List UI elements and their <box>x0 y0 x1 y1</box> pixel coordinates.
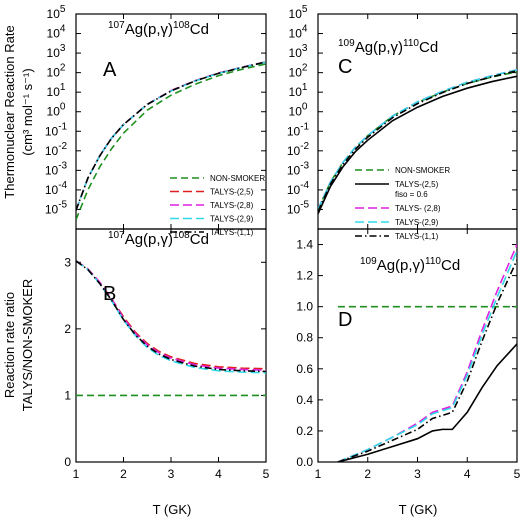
ylabel-ratio-line1: Reaction rate ratio <box>2 292 17 398</box>
y-tick-label: 1.4 <box>296 238 313 252</box>
x-tick-label: 2 <box>120 467 127 481</box>
panel-d: 1 2 3 4 5 0.0 0.2 0.4 0.6 0.8 1.0 1.2 1.4 109Ag(p,γ)1… <box>296 228 521 481</box>
series-line-talys-1-1- <box>337 259 517 462</box>
panel-title: 109Ag(p,γ)110Cd <box>360 256 460 274</box>
y-tick-label: 105 <box>47 4 66 21</box>
legend-label: TALYS-(1,1) <box>395 232 439 241</box>
panel-title: 107Ag(p,γ)108Cd <box>108 230 209 248</box>
legend-label: TALYS-(1,1) <box>210 228 254 237</box>
x-tick-label: 3 <box>168 467 175 481</box>
legend-label: NON-SMOKER <box>210 174 265 183</box>
y-tick-label: 0.4 <box>296 393 313 407</box>
y-tick-label: 10-4 <box>45 180 68 197</box>
y-tick-label: 104 <box>289 24 308 41</box>
plot-frame <box>75 13 267 230</box>
x-tick-label: 5 <box>514 467 521 481</box>
series-line-talys-2-9- <box>318 69 517 210</box>
series-line-talys-2-9- <box>337 250 517 462</box>
y-tick-label: 100 <box>47 102 66 119</box>
y-tick-label: 103 <box>47 43 66 60</box>
legend-label: NON-SMOKER <box>395 166 450 175</box>
series-line-talys-1-1- <box>318 69 517 212</box>
panel-label: C <box>338 56 352 78</box>
panel-label: B <box>103 283 116 305</box>
panel-title: 109Ag(p,γ)110Cd <box>338 38 438 56</box>
legend-label: TALYS-(2,9) <box>210 215 254 224</box>
y-tick-label: 10-1 <box>287 121 310 138</box>
legend-label: TALYS-(2,5) <box>210 188 254 197</box>
y-tick-label: 10-5 <box>287 199 310 216</box>
ylabel-rate-line2: (cm³ mol⁻¹ s⁻¹) <box>20 68 35 155</box>
legend-label: TALYS-(2,8) <box>210 201 254 210</box>
series-line-talys-2-5-fiso <box>337 343 517 462</box>
y-tick-label: 102 <box>47 63 66 80</box>
series-line-talys-2-8- <box>76 260 266 371</box>
ylabel-ratio-line2: TALYS/NON-SMOKER <box>20 279 35 411</box>
panel-a: 10-5 10-4 10-3 10-2 10-1 100 101 102 103 104 105 10… <box>45 4 267 237</box>
series-line-talys-1-1- <box>76 260 266 373</box>
x-tick-label: 4 <box>464 467 471 481</box>
y-tick-label: 10-5 <box>45 199 68 216</box>
y-tick-label: 105 <box>289 4 308 21</box>
y-tick-label: 101 <box>289 82 308 99</box>
x-tick-label: 2 <box>364 467 371 481</box>
series-line-talys-2-9- <box>76 61 266 211</box>
legend-label: TALYS-(2,9) <box>395 218 439 227</box>
y-tick-label: 1.2 <box>296 269 313 283</box>
panel-label: D <box>338 309 352 331</box>
ylabel-rate-line1: Thermonuclear Reaction Rate <box>2 25 17 198</box>
y-tick-label: 1 <box>64 388 71 402</box>
y-tick-label: 3 <box>64 255 71 269</box>
series-line-talys-2-5- <box>76 260 266 370</box>
legend-sublabel: fiso = 0.6 <box>395 190 428 199</box>
panel-label: A <box>103 59 117 81</box>
y-tick-label: 10-2 <box>287 141 310 158</box>
legend-label: TALYS- (2,8) <box>395 204 441 213</box>
y-tick-label: 100 <box>289 102 308 119</box>
y-tick-label: 104 <box>47 24 66 41</box>
series-line-talys-2-5-fiso <box>318 75 517 215</box>
plot-frame <box>75 228 267 463</box>
y-tick-label: 10-1 <box>45 121 68 138</box>
xlabel-right: T (GK) <box>399 502 438 517</box>
y-tick-label: 0 <box>64 455 71 469</box>
x-tick-label: 1 <box>315 467 322 481</box>
panel-c: 10-5 10-4 10-3 10-2 10-1 100 101 102 103 104 105 10… <box>287 4 518 241</box>
y-tick-label: 0.0 <box>296 455 313 469</box>
y-tick-label: 0.2 <box>296 424 313 438</box>
panel-title: 107Ag(p,γ)108Cd <box>108 20 209 38</box>
series-line-talys-2-8- <box>337 244 517 462</box>
y-tick-label: 10-3 <box>45 160 68 177</box>
y-tick-label: 10-3 <box>287 160 310 177</box>
x-tick-label: 1 <box>73 467 80 481</box>
xlabel-left: T (GK) <box>153 502 192 517</box>
y-tick-label: 102 <box>289 63 308 80</box>
series-line-non-smoker <box>76 63 266 220</box>
y-tick-label: 103 <box>289 43 308 60</box>
y-tick-label: 10-4 <box>287 180 310 197</box>
y-tick-label: 2 <box>64 322 71 336</box>
y-tick-label: 1.0 <box>296 300 313 314</box>
legend-label: TALYS-(2,5) <box>395 180 439 189</box>
x-tick-label: 5 <box>263 467 270 481</box>
x-tick-label: 3 <box>414 467 421 481</box>
y-tick-label: 10-2 <box>45 141 68 158</box>
y-tick-label: 0.6 <box>296 362 313 376</box>
y-tick-label: 101 <box>47 82 66 99</box>
x-tick-label: 4 <box>215 467 222 481</box>
y-tick-label: 0.8 <box>296 331 313 345</box>
